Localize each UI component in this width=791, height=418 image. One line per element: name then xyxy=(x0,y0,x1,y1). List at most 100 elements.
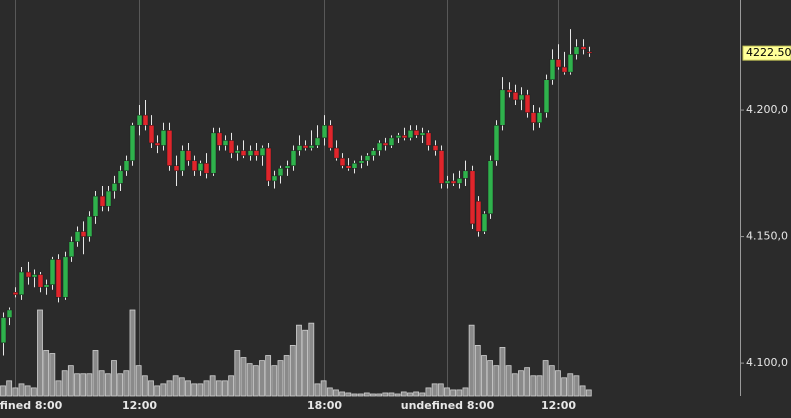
candle-body xyxy=(462,170,469,179)
candle-body xyxy=(123,160,130,172)
candle-body xyxy=(0,317,7,344)
volume-bar xyxy=(437,383,444,397)
volume-bar xyxy=(376,393,383,397)
volume-bar xyxy=(505,365,512,397)
candle-body xyxy=(518,94,525,101)
volume-bar xyxy=(388,392,395,397)
volume-bar xyxy=(141,375,148,397)
volume-bar xyxy=(413,391,420,397)
volume-bar xyxy=(425,387,432,397)
candle-body xyxy=(561,66,568,73)
volume-bar xyxy=(104,373,111,397)
candle-body xyxy=(49,259,56,285)
volume-bar xyxy=(117,373,124,397)
volume-bar xyxy=(382,392,389,397)
volume-bar xyxy=(166,380,173,397)
candle-body xyxy=(185,150,192,161)
volume-bar xyxy=(363,392,370,397)
volume-bar xyxy=(222,380,228,397)
candle-body xyxy=(358,160,365,164)
volume-bar xyxy=(555,370,561,397)
candle-body xyxy=(382,142,389,146)
candle-body xyxy=(166,130,173,166)
candle-body xyxy=(18,271,25,296)
volume-bar xyxy=(302,329,309,397)
volume-bar xyxy=(240,357,247,397)
volume-bar xyxy=(585,389,592,397)
volume-bar xyxy=(536,375,543,397)
volume-bar xyxy=(499,347,506,397)
volume-bar xyxy=(74,373,80,397)
candle-body xyxy=(6,309,13,318)
volume-bar xyxy=(37,309,43,397)
volume-bar xyxy=(542,360,549,397)
candle-body xyxy=(74,231,81,242)
volume-bar xyxy=(148,380,154,397)
volume-bar xyxy=(351,393,358,397)
volume-bar xyxy=(55,380,62,397)
candle-body xyxy=(555,59,562,68)
volume-bar xyxy=(67,365,74,397)
candle-body xyxy=(567,54,574,73)
volume-bar xyxy=(6,380,13,397)
volume-bar xyxy=(178,377,185,397)
volume-bar xyxy=(160,383,167,397)
volume-bar xyxy=(259,360,265,397)
volume-bar xyxy=(289,345,296,397)
x-tick-label: 18:00 xyxy=(307,399,342,412)
volume-bar xyxy=(456,389,463,397)
volume-bar xyxy=(252,365,259,397)
volume-bar xyxy=(24,385,31,397)
volume-bar xyxy=(215,380,222,397)
candle-body xyxy=(179,150,186,172)
candle-body xyxy=(43,284,50,288)
candle-body xyxy=(234,150,241,154)
candle-body xyxy=(321,125,328,139)
candle-body xyxy=(240,150,247,156)
volume-bar xyxy=(370,393,376,397)
candle-body xyxy=(543,79,550,113)
volume-bar xyxy=(573,375,580,397)
volume-bar xyxy=(548,365,555,397)
candle-body xyxy=(277,168,284,177)
volume-bar xyxy=(271,365,278,397)
volume-bar xyxy=(561,377,568,397)
candle-body xyxy=(228,140,235,154)
volume-bar xyxy=(400,391,407,397)
candle-body xyxy=(259,147,266,156)
volume-bar xyxy=(92,350,99,397)
candle-body xyxy=(438,150,445,184)
volume-bar xyxy=(314,383,321,397)
candle-body xyxy=(203,162,210,174)
candle-body xyxy=(487,160,494,215)
volume-bar xyxy=(197,383,204,397)
volume-bar xyxy=(524,367,531,397)
volume-bar xyxy=(265,355,272,397)
candle-body xyxy=(154,142,161,146)
candle-body xyxy=(31,274,38,278)
volume-bar xyxy=(135,365,142,397)
candle-body xyxy=(37,274,44,288)
candle-body xyxy=(92,195,99,217)
candle-body xyxy=(68,241,75,258)
candle-body xyxy=(105,190,112,207)
volume-bar xyxy=(518,370,524,397)
candle-body xyxy=(530,112,537,123)
candle-body xyxy=(129,125,136,161)
last-price-box xyxy=(742,45,791,61)
candle-body xyxy=(419,132,426,136)
candle-body xyxy=(265,147,272,182)
candle-body xyxy=(210,132,217,174)
volume-bar xyxy=(320,380,327,397)
candle-body xyxy=(271,175,278,182)
candle-body xyxy=(549,59,556,80)
volume-bar xyxy=(296,324,302,397)
candle-body xyxy=(401,135,408,139)
candle-body xyxy=(296,145,303,151)
candle-body xyxy=(284,165,291,169)
candle-body xyxy=(197,162,204,172)
candle-body xyxy=(388,137,395,146)
candle-body xyxy=(444,180,451,184)
